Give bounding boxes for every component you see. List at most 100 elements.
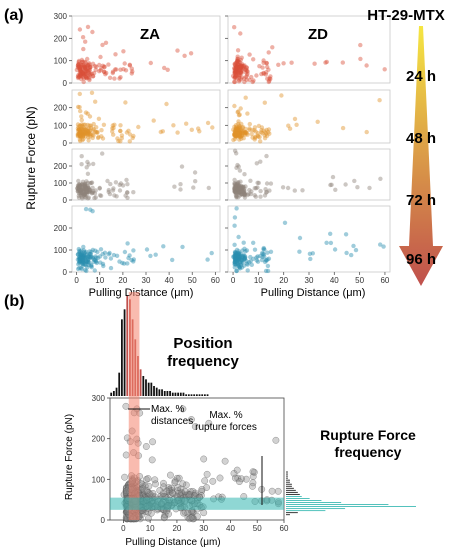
data-point [78,265,84,271]
data-point [235,256,240,262]
data-point [358,42,363,48]
data-point [238,65,243,70]
histogram-bar [286,485,292,487]
data-point [234,474,242,482]
data-point [234,69,239,74]
data-point [233,126,239,132]
histogram-bar [142,376,145,396]
data-point [307,251,313,256]
data-point [236,264,241,269]
y-tick-label: 100 [54,246,68,255]
data-point [78,66,83,72]
data-point [191,423,199,431]
data-point [78,187,84,193]
data-point [110,70,116,76]
data-point [234,64,239,70]
data-point [84,75,89,81]
data-point [77,133,82,138]
data-point [232,177,237,183]
data-point [343,182,348,187]
data-point [349,252,354,258]
data-point [240,185,245,191]
data-point [232,69,238,74]
data-point [83,67,88,72]
data-point [127,62,132,67]
data-point [234,261,240,266]
data-point [203,470,211,478]
data-point [77,260,82,265]
data-point [234,190,239,195]
data-point [78,64,84,70]
data-point [235,260,240,265]
data-point [234,195,239,200]
scatter-panel-zd-48h [225,89,391,144]
data-point [83,63,88,68]
data-point [98,193,104,198]
data-point [82,59,88,65]
data-point [76,131,81,136]
data-point [238,106,243,111]
data-point [78,188,83,194]
data-point [129,71,134,76]
data-point [101,122,107,128]
data-point [88,255,93,260]
data-point [258,139,263,144]
data-point [235,127,240,132]
data-point [249,482,256,490]
data-point [86,255,91,260]
x-tick-label: 10 [254,276,263,285]
data-point [234,165,239,170]
data-point [136,124,141,130]
data-point [236,59,241,64]
data-point [250,135,255,140]
data-point [83,71,89,76]
histogram-bar [286,498,310,499]
data-point [237,59,242,65]
data-point [84,258,89,264]
data-point [232,189,237,194]
data-point [86,195,92,200]
data-point [96,134,101,140]
data-point [232,61,237,67]
data-point [122,61,127,66]
data-point [233,255,238,260]
data-point [285,185,291,191]
data-point [292,116,298,122]
data-point [90,135,95,141]
data-point [233,466,241,474]
data-point [81,46,86,52]
histogram-bar [286,506,416,507]
data-point [235,183,241,188]
data-point [100,151,105,156]
data-point [237,168,243,173]
data-point [236,249,241,254]
data-point [235,257,240,263]
data-point [121,49,126,54]
data-point [235,190,240,195]
data-point [236,253,241,258]
data-point [78,259,84,264]
data-point [234,183,239,188]
data-point [95,249,100,255]
data-point [236,187,241,192]
data-point [236,63,242,68]
timepoint-label-48h: 48 h [406,130,436,147]
data-point [232,188,238,193]
data-point [377,98,382,103]
data-point [124,177,129,183]
data-point [81,191,86,197]
data-point [236,121,241,127]
data-point [242,79,247,85]
data-point [77,105,82,110]
histogram-bar [179,392,182,396]
data-point [110,188,116,193]
histogram-bar [286,475,288,477]
data-point [78,131,83,136]
data-point [236,187,241,192]
data-point [240,188,245,193]
data-point [235,258,240,263]
data-point [233,188,239,193]
data-point [111,132,116,137]
data-point [86,61,92,66]
data-point [99,134,104,139]
